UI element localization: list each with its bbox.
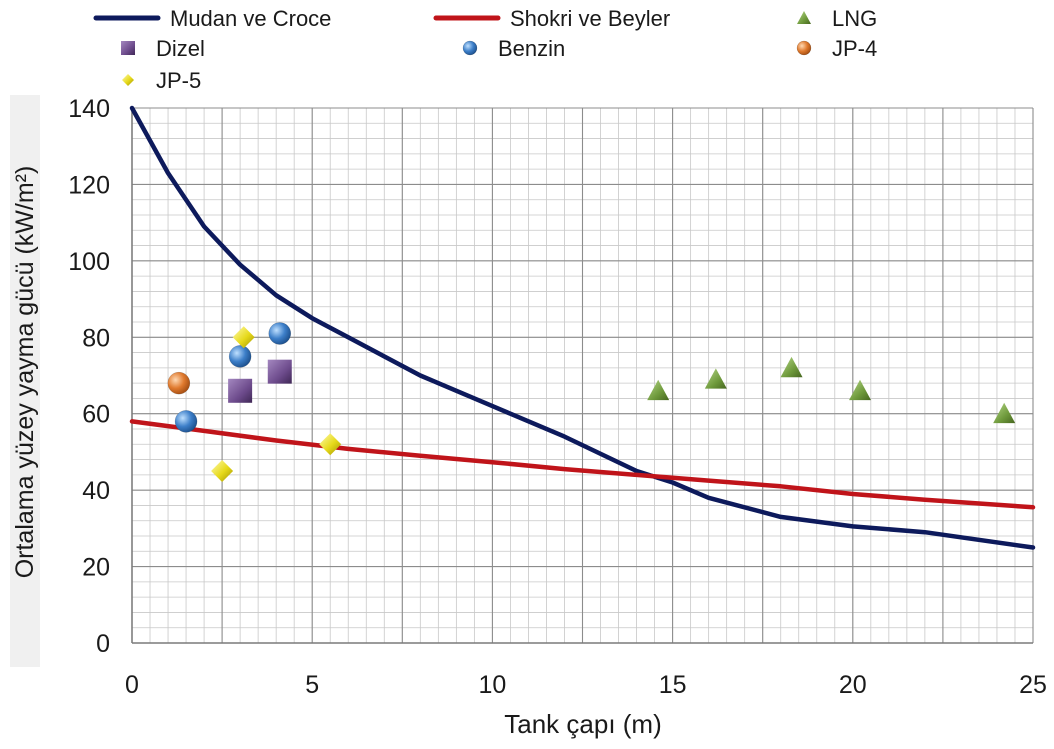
series-lines bbox=[129, 105, 1036, 550]
legend-item-lng: LNG bbox=[797, 6, 877, 31]
legend-label: Shokri ve Beyler bbox=[510, 6, 670, 31]
data-point-jp-5 bbox=[319, 433, 342, 456]
legend-item-jp-4: JP-4 bbox=[796, 36, 877, 61]
legend-item-jp-5: JP-5 bbox=[122, 68, 201, 93]
data-point-dizel bbox=[267, 359, 292, 384]
y-tick-label: 140 bbox=[68, 95, 110, 123]
legend-swatch bbox=[122, 74, 134, 86]
data-point-benzin bbox=[268, 322, 291, 345]
data-point-benzin bbox=[174, 410, 198, 433]
legend-label: LNG bbox=[832, 6, 877, 31]
data-point-benzin bbox=[228, 345, 252, 368]
data-point-jp-5 bbox=[211, 460, 234, 483]
data-point-lng bbox=[849, 379, 872, 401]
y-tick-labels: 0 20 40 60 80 100 120 140 bbox=[68, 95, 110, 658]
x-axis-title: Tank çapı (m) bbox=[504, 709, 662, 739]
series-line-shokri-ve-beyler bbox=[129, 419, 1036, 510]
legend-swatch bbox=[462, 40, 478, 56]
legend-swatch bbox=[797, 11, 811, 24]
data-point-lng bbox=[993, 402, 1016, 424]
x-tick-labels: 0 5 10 15 20 25 bbox=[125, 671, 1047, 699]
legend-swatch bbox=[121, 41, 135, 55]
x-tick-label: 25 bbox=[1019, 671, 1047, 699]
data-point-jp-4 bbox=[167, 371, 191, 395]
x-tick-label: 10 bbox=[478, 671, 506, 699]
y-axis-label-background bbox=[10, 95, 40, 667]
x-tick-label: 0 bbox=[125, 671, 139, 699]
legend-item-dizel: Dizel bbox=[121, 36, 205, 61]
legend-label: Benzin bbox=[498, 36, 565, 61]
y-tick-label: 0 bbox=[96, 630, 110, 658]
x-tick-label: 5 bbox=[305, 671, 319, 699]
y-tick-label: 100 bbox=[68, 248, 110, 276]
data-point-dizel bbox=[228, 378, 253, 403]
y-tick-label: 80 bbox=[82, 324, 110, 352]
series-markers bbox=[167, 322, 1016, 483]
data-point-jp-5 bbox=[232, 326, 255, 349]
data-point-lng bbox=[780, 356, 803, 378]
axes bbox=[131, 108, 1033, 644]
legend-swatch bbox=[796, 40, 812, 56]
y-tick-label: 120 bbox=[68, 171, 110, 199]
legend-label: JP-5 bbox=[156, 68, 201, 93]
data-point-lng bbox=[647, 379, 670, 401]
legend-item-mudan-ve-croce: Mudan ve Croce bbox=[93, 6, 331, 31]
y-tick-label: 40 bbox=[82, 477, 110, 505]
x-tick-label: 15 bbox=[659, 671, 687, 699]
y-tick-label: 20 bbox=[82, 554, 110, 582]
legend: Mudan ve Croce Shokri ve Beyler LNG Dizel Be… bbox=[93, 6, 877, 93]
legend-item-benzin: Benzin bbox=[462, 36, 565, 61]
y-axis-title: Ortalama yüzey yayma gücü (kW/m²) bbox=[11, 166, 39, 579]
legend-item-shokri-ve-beyler: Shokri ve Beyler bbox=[433, 6, 670, 31]
data-point-lng bbox=[704, 368, 727, 389]
legend-label: Mudan ve Croce bbox=[170, 6, 331, 31]
y-tick-label: 60 bbox=[82, 401, 110, 429]
legend-label: Dizel bbox=[156, 36, 205, 61]
x-tick-label: 20 bbox=[839, 671, 867, 699]
legend-label: JP-4 bbox=[832, 36, 877, 61]
major-gridlines bbox=[131, 107, 1034, 644]
series-line-mudan-ve-croce bbox=[129, 105, 1036, 550]
